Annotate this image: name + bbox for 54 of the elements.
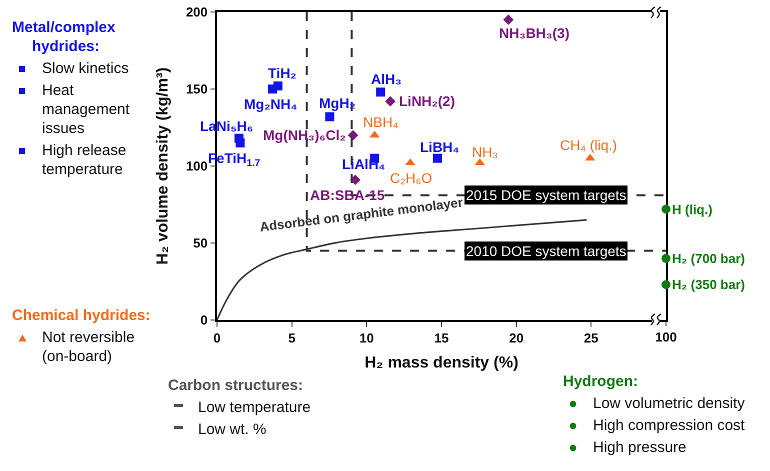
text: Low temperature [198, 399, 311, 416]
text: High compression cost [593, 417, 745, 434]
annotation: LiBH₄ [420, 139, 460, 155]
point [376, 88, 386, 97]
x-tick-label: 0 [213, 330, 221, 346]
annotation: H (liq.) [672, 202, 712, 217]
annotation: NH₃ [472, 144, 498, 160]
annotation: 2015 DOE system targets [466, 187, 626, 203]
text: Metal/complex hydrides: [12, 18, 116, 56]
y-tick-label: 100 [186, 158, 208, 174]
text: Chemical hydrides: [12, 306, 152, 325]
y-tick-label: 0 [200, 312, 208, 328]
y-axis-title: H₂ volume density (kg/m³) [154, 67, 172, 265]
annotation: Mg₂NH₄ [244, 96, 298, 112]
point [503, 14, 514, 25]
text: High release temperature [42, 142, 126, 178]
annotation: H₂ (350 bar) [672, 277, 745, 292]
annotation: 2010 DOE system targets [466, 243, 626, 259]
x-tick-label: 100 [655, 330, 677, 345]
text: Slow kinetics [42, 60, 129, 77]
x-tick-label: 5 [288, 330, 296, 346]
point [236, 138, 245, 148]
point [385, 96, 396, 107]
annotation: MgH₂ [319, 95, 356, 111]
annotation: AlH₃ [371, 71, 402, 87]
text: High pressure [593, 439, 686, 456]
annotation: CH₄ (liq.) [560, 137, 618, 153]
point [432, 154, 442, 163]
text: Heat management issues [42, 82, 130, 137]
text: Not reversible (on-board) [42, 329, 135, 365]
annotation: NBH₄ [363, 114, 399, 130]
y-tick-label: 150 [186, 82, 208, 97]
text: Hydrogen: [563, 372, 639, 391]
annotation: TiH₂ [268, 65, 297, 81]
x-tick-label: 20 [509, 330, 524, 346]
point [348, 130, 358, 140]
annotation: LiNH₂(2) [399, 93, 455, 109]
annotation: AB:SBA-15 [310, 187, 385, 203]
annotation: C₂H₆O [390, 170, 432, 186]
text: Low wt. % [198, 421, 266, 438]
annotation: Mg(NH₃)₆Cl₂ [263, 127, 346, 143]
annotation: NH₃BH₃(3) [499, 25, 570, 41]
annotation: H₂ (700 bar) [672, 251, 745, 266]
text: Low volumetric density [593, 395, 745, 412]
point [405, 158, 416, 166]
x-tick-label: 15 [434, 330, 449, 346]
y-tick-label: 50 [193, 236, 208, 251]
text: Carbon structures: [168, 376, 304, 395]
x-tick-label: 10 [359, 330, 374, 346]
point [268, 84, 278, 94]
point [325, 112, 334, 122]
x-tick-label: 25 [584, 330, 598, 346]
y-tick-label: 200 [186, 4, 208, 20]
x-axis-title: H₂ mass density (%) [364, 354, 518, 372]
